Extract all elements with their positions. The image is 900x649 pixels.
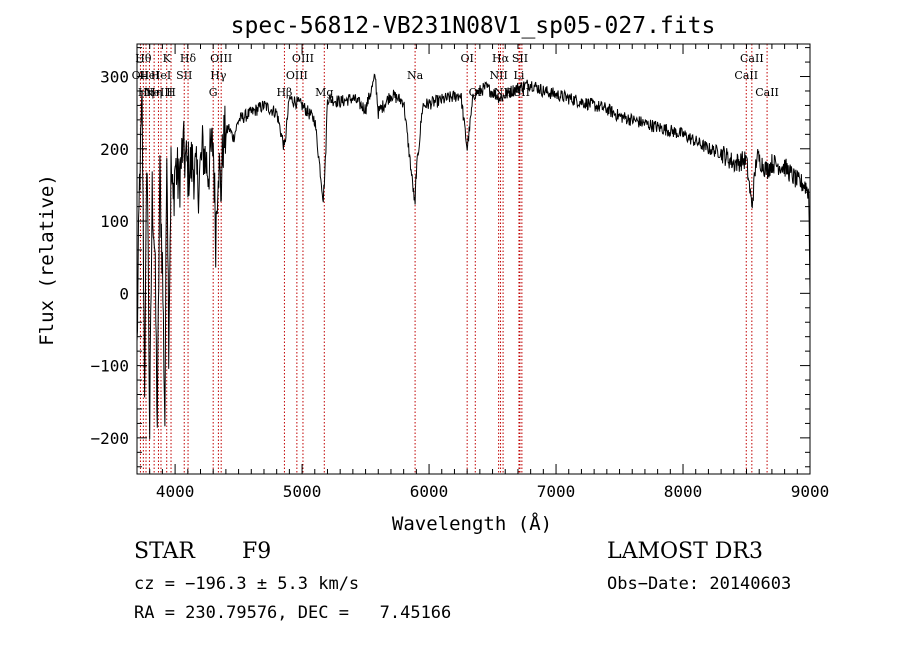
y-tick-label: 200 bbox=[100, 140, 129, 159]
x-tick-label: 8000 bbox=[664, 482, 703, 501]
y-axis: −200 −100 0 100 200 300 bbox=[90, 47, 810, 468]
line-label-5: NeIII bbox=[144, 86, 173, 99]
line-label-16: OIII bbox=[292, 52, 314, 65]
y-axis-label: Flux (relative) bbox=[36, 174, 58, 346]
line-label-24: Li bbox=[514, 69, 525, 82]
line-label-25: SII bbox=[512, 52, 528, 65]
spectral-line-labels: OIIHθHηHeIHηNeIIIHeIKHSIIHδGHγOIIIHβOIII… bbox=[132, 52, 779, 99]
spectrum-line bbox=[136, 73, 811, 440]
coordinates: RA = 230.79576, DEC = 7.45166 bbox=[134, 603, 452, 623]
line-label-17: Mg bbox=[315, 86, 333, 99]
line-label-18: Na bbox=[407, 69, 424, 82]
observation-date: Obs−Date: 20140603 bbox=[607, 574, 792, 594]
line-label-22: Hα bbox=[492, 52, 510, 65]
line-label-27: CaII bbox=[734, 69, 758, 82]
line-label-12: Hγ bbox=[210, 69, 227, 82]
line-label-8: H bbox=[166, 86, 176, 99]
line-label-21: NII bbox=[489, 69, 507, 82]
line-label-13: OIII bbox=[210, 52, 232, 65]
line-label-14: Hβ bbox=[276, 86, 292, 99]
object-subclass: F9 bbox=[242, 539, 272, 564]
line-label-29: CaII bbox=[755, 86, 779, 99]
line-label-3: HeI bbox=[139, 69, 159, 82]
line-label-28: CaII bbox=[740, 52, 764, 65]
line-label-1: Hθ bbox=[135, 52, 152, 65]
x-tick-label: 4000 bbox=[156, 482, 195, 501]
spectrum-series bbox=[136, 73, 811, 440]
x-tick-label: 7000 bbox=[537, 482, 576, 501]
x-axis: 4000 5000 6000 7000 8000 9000 bbox=[136, 44, 830, 501]
x-tick-label: 6000 bbox=[410, 482, 449, 501]
chart-title: spec-56812-VB231N08V1_sp05-027.fits bbox=[231, 13, 716, 39]
y-tick-label: 0 bbox=[119, 284, 129, 303]
x-axis-label: Wavelength (Å) bbox=[392, 512, 552, 535]
line-label-10: Hδ bbox=[180, 52, 197, 65]
x-tick-label: 5000 bbox=[283, 482, 322, 501]
spectral-line-markers bbox=[139, 44, 768, 474]
redshift-value: cz = −196.3 ± 5.3 km/s bbox=[134, 574, 360, 594]
line-label-0: OII bbox=[132, 69, 150, 82]
line-label-9: SII bbox=[176, 69, 192, 82]
y-tick-label: −200 bbox=[90, 429, 129, 448]
y-tick-label: 100 bbox=[100, 212, 129, 231]
x-tick-label: 9000 bbox=[791, 482, 830, 501]
plot-frame bbox=[136, 43, 811, 475]
y-tick-label: 300 bbox=[100, 68, 129, 87]
survey-label: LAMOST DR3 bbox=[607, 539, 763, 564]
object-class: STAR bbox=[134, 539, 195, 564]
line-label-4: Hη bbox=[146, 86, 162, 99]
line-label-7: K bbox=[163, 52, 172, 65]
line-label-11: G bbox=[209, 86, 218, 99]
line-label-6: HeI bbox=[151, 69, 171, 82]
line-label-19: OI bbox=[460, 52, 473, 65]
line-label-15: OIII bbox=[286, 69, 308, 82]
y-tick-label: −100 bbox=[90, 357, 129, 376]
